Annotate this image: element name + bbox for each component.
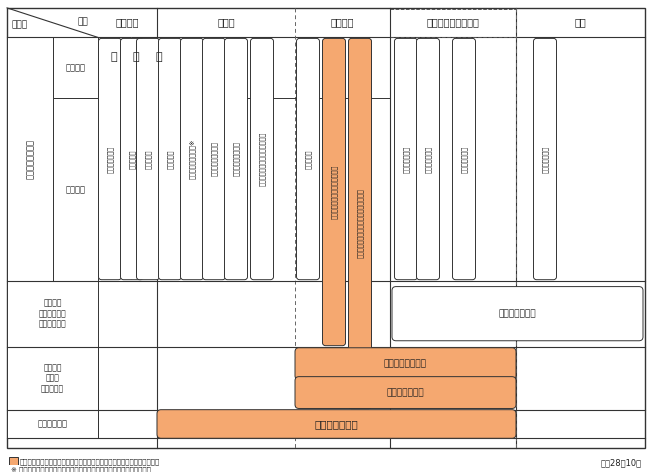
FancyBboxPatch shape [349,38,371,409]
Text: 化学物質審査規制法（化審法）: 化学物質審査規制法（化審法） [331,165,337,219]
FancyBboxPatch shape [323,38,345,346]
Text: 排出・ストック汚染: 排出・ストック汚染 [426,17,480,28]
Text: 廃業: 廃業 [574,17,587,28]
FancyBboxPatch shape [225,38,247,280]
FancyBboxPatch shape [452,38,476,280]
Text: 生活環境
（動植物を含
む）への影響: 生活環境 （動植物を含 む）への影響 [39,299,66,329]
Text: 家庭用品品質表示法: 家庭用品品質表示法 [211,142,217,177]
FancyBboxPatch shape [202,38,225,280]
FancyBboxPatch shape [7,281,98,346]
Text: 化学兵器禁止法: 化学兵器禁止法 [315,419,358,429]
FancyBboxPatch shape [417,38,439,280]
FancyBboxPatch shape [7,346,98,410]
FancyBboxPatch shape [9,457,18,466]
Text: 化学兵器転用: 化学兵器転用 [38,420,67,429]
Text: 廃棄物処理法等: 廃棄物処理法等 [542,145,548,173]
Text: 農薬取締法: 農薬取締法 [145,149,151,169]
Text: 場露: 場露 [77,18,88,27]
FancyBboxPatch shape [99,39,173,75]
Text: 労働安全衛生法: 労働安全衛生法 [106,145,114,173]
Text: 平成28年10月: 平成28年10月 [601,458,642,467]
Text: 農薬取締法: 農薬取締法 [304,149,312,169]
Text: 大気汚染防止法: 大気汚染防止法 [402,145,410,173]
Text: 医薬品医療機器等法※: 医薬品医療機器等法※ [189,139,195,179]
Text: 食品衛生法: 食品衛生法 [167,149,173,169]
FancyBboxPatch shape [295,377,516,408]
Text: 劇: 劇 [132,52,140,62]
Text: ：経済産業省が環境省、厚生労働省等との共管等により所管している法律: ：経済産業省が環境省、厚生労働省等との共管等により所管している法律 [20,458,160,465]
Text: オゾン層
破壊性
地球温暖化: オゾン層 破壊性 地球温暖化 [41,363,64,393]
FancyBboxPatch shape [136,38,160,280]
FancyBboxPatch shape [121,38,143,280]
FancyBboxPatch shape [158,38,182,280]
Text: 建築基準法（シックハウス等）: 建築基準法（シックハウス等） [259,132,265,186]
Text: ※ 医薬品、医療機器等の品質、有効性及び安全性の確保等に関する法律: ※ 医薬品、医療機器等の品質、有効性及び安全性の確保等に関する法律 [11,466,151,472]
Text: フロン排出抑制法: フロン排出抑制法 [384,359,427,368]
FancyBboxPatch shape [7,8,645,448]
Text: 人の健康への影響: 人の健康への影響 [25,139,34,179]
FancyBboxPatch shape [395,38,417,280]
Text: オゾン層保護法: オゾン層保護法 [387,388,424,397]
FancyBboxPatch shape [99,38,121,280]
Text: 急性毒性: 急性毒性 [66,63,86,73]
Text: 水質汚濁防止法: 水質汚濁防止法 [424,145,432,173]
FancyBboxPatch shape [53,37,98,99]
Text: 化学物質排出把握管理促進法（化管法）: 化学物質排出把握管理促進法（化管法） [357,189,363,259]
Text: 毒: 毒 [110,52,117,62]
FancyBboxPatch shape [157,410,516,438]
Text: 農薬取締法: 農薬取締法 [129,149,135,169]
FancyBboxPatch shape [53,99,98,281]
Text: 法: 法 [155,52,162,62]
FancyBboxPatch shape [533,38,556,280]
Text: 有害性: 有害性 [12,21,28,30]
Text: 環境経由: 環境経由 [331,17,354,28]
FancyBboxPatch shape [251,38,273,280]
FancyBboxPatch shape [180,38,204,280]
FancyBboxPatch shape [7,37,53,281]
Text: 水銀汚染防止法: 水銀汚染防止法 [498,309,536,318]
Text: 土壌汚染対策法: 土壌汚染対策法 [461,145,467,173]
Text: 労働環境: 労働環境 [116,17,140,28]
FancyBboxPatch shape [295,348,516,379]
FancyBboxPatch shape [297,38,319,280]
Text: 有害家庭用品規制法: 有害家庭用品規制法 [233,142,239,177]
FancyBboxPatch shape [7,410,98,438]
Text: 長期毒性: 長期毒性 [66,185,86,194]
FancyBboxPatch shape [392,287,643,341]
Text: 消費者: 消費者 [217,17,235,28]
